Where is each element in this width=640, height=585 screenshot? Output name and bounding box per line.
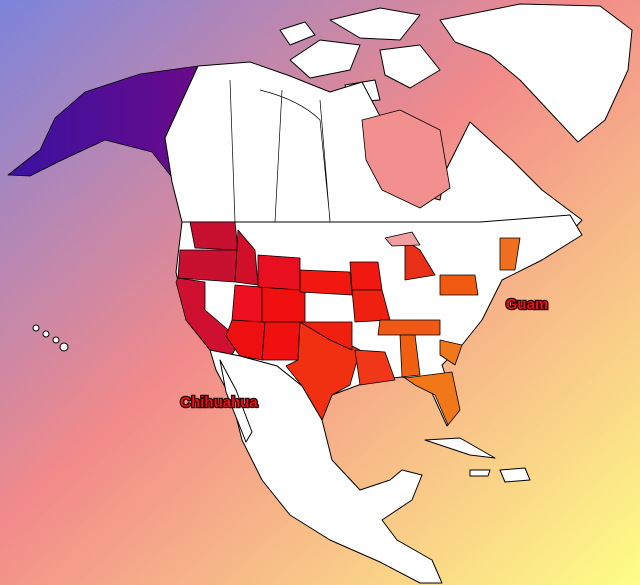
states xyxy=(175,221,521,426)
place-label: Chihuahua xyxy=(180,394,258,411)
caribbean xyxy=(424,437,531,483)
place-label: Guam xyxy=(506,296,549,313)
baja xyxy=(219,359,253,443)
quebec-region xyxy=(361,109,451,209)
hawaii xyxy=(32,324,69,352)
mexico xyxy=(209,349,443,584)
greenland xyxy=(439,3,633,143)
province-borders xyxy=(229,79,331,223)
